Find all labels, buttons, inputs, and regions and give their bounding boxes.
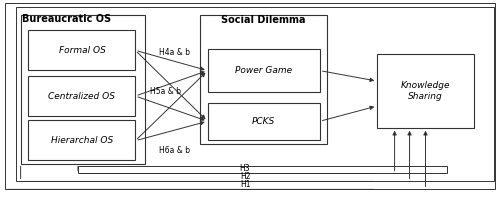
- Text: Power Game: Power Game: [235, 66, 292, 75]
- FancyBboxPatch shape: [28, 120, 136, 160]
- FancyBboxPatch shape: [208, 49, 320, 92]
- Text: H1: H1: [240, 180, 250, 189]
- Text: Centralized OS: Centralized OS: [48, 92, 116, 101]
- Text: Social Dilemma: Social Dilemma: [221, 15, 306, 25]
- Text: H4a & b: H4a & b: [158, 48, 190, 57]
- FancyBboxPatch shape: [20, 15, 146, 164]
- FancyBboxPatch shape: [200, 15, 328, 144]
- Text: PCKS: PCKS: [252, 117, 275, 126]
- FancyBboxPatch shape: [377, 54, 474, 128]
- Text: H6a & b: H6a & b: [158, 146, 190, 155]
- Text: Formal OS: Formal OS: [58, 46, 106, 55]
- FancyBboxPatch shape: [28, 30, 136, 70]
- Text: Hierarchal OS: Hierarchal OS: [51, 136, 113, 145]
- FancyBboxPatch shape: [28, 76, 136, 116]
- Text: H5a & b: H5a & b: [150, 87, 180, 96]
- Text: H3: H3: [240, 164, 250, 173]
- Text: Knowledge
Sharing: Knowledge Sharing: [401, 81, 450, 101]
- Text: H2: H2: [240, 172, 250, 181]
- Text: Bureaucratic OS: Bureaucratic OS: [22, 14, 111, 24]
- FancyBboxPatch shape: [208, 103, 320, 140]
